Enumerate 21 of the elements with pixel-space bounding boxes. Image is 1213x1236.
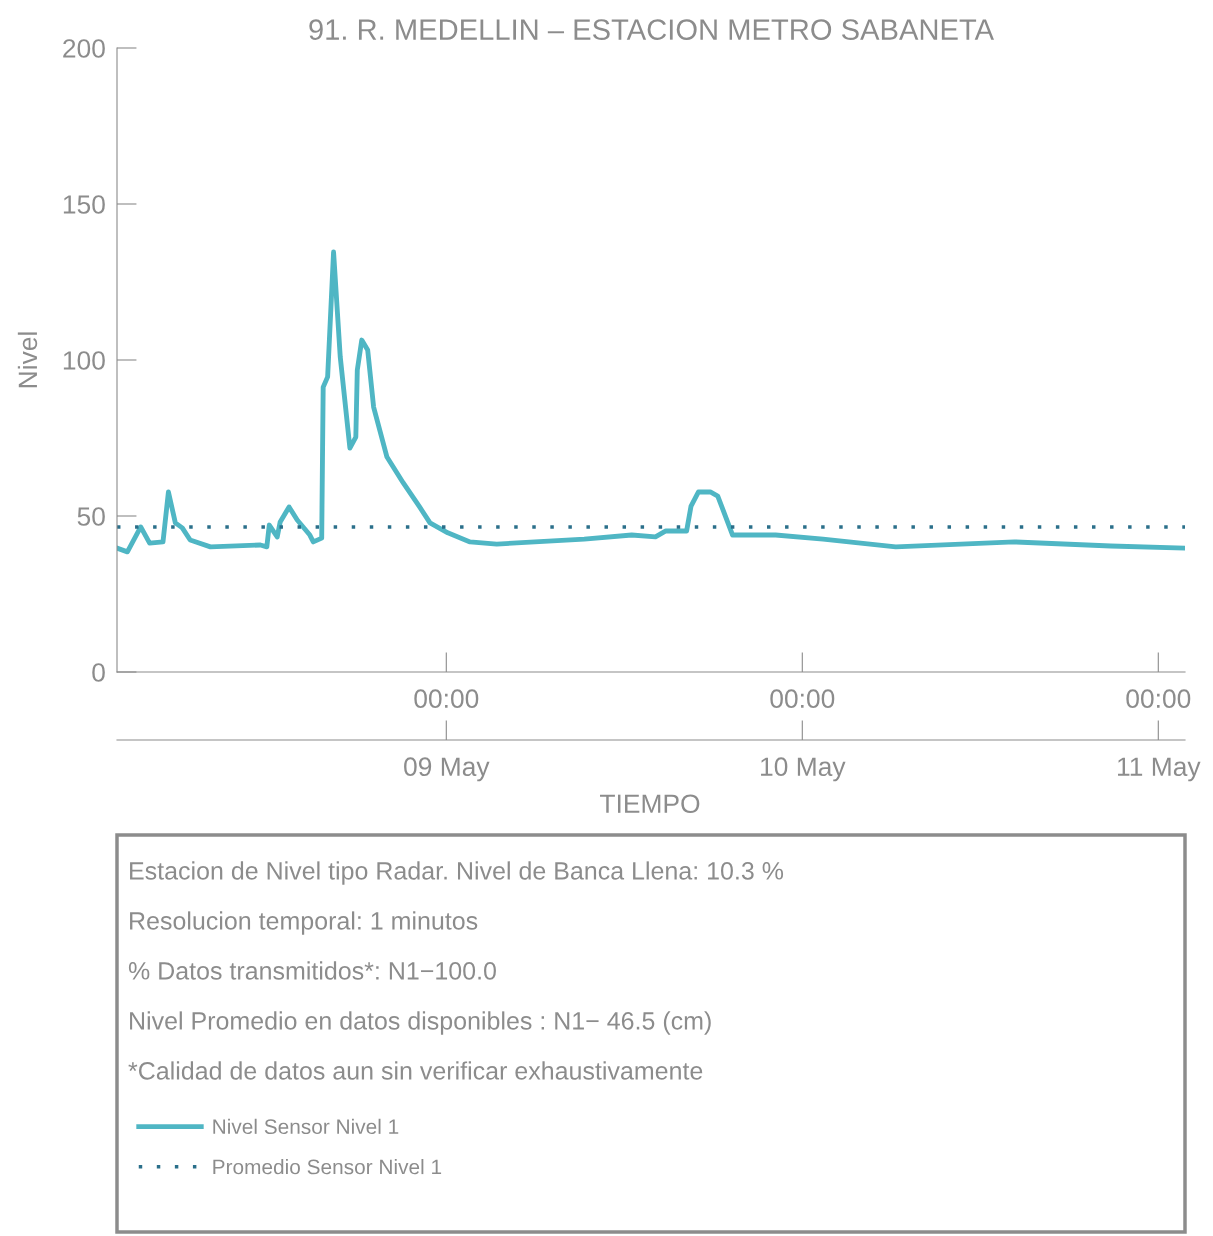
x-tick-label: 00:00 bbox=[1126, 689, 1191, 709]
text: % Datos transmitidos*: N1−100.0 bbox=[128, 961, 496, 980]
legend-label: Nivel Sensor Nivel 1 bbox=[213, 1118, 399, 1135]
chart-title: 91. R. MEDELLIN – ESTACION METRO SABANETA bbox=[309, 19, 995, 40]
text: Estacion de Nivel tipo Radar. Nivel de Banca Llena: 10.3 % bbox=[130, 861, 784, 885]
x-tick-label: 00:00 bbox=[770, 689, 835, 709]
x-tick-label: 00:00 bbox=[414, 689, 479, 709]
x2-tick-label: 09 May bbox=[404, 757, 490, 782]
y-axis-title: Nivel bbox=[17, 332, 38, 388]
y-tick-label: 50 bbox=[77, 507, 105, 526]
x2-tick-label: 11 May bbox=[1118, 757, 1201, 782]
y-tick-label: 200 bbox=[63, 39, 105, 58]
y-tick-label: 150 bbox=[63, 195, 105, 214]
y-tick-label: 0 bbox=[92, 663, 105, 682]
text: Nivel Promedio en datos disponibles : N1− 46.5 (cm) bbox=[130, 1011, 711, 1035]
x2-tick-label: 10 May bbox=[761, 757, 846, 782]
x-axis-title: TIEMPO bbox=[600, 794, 700, 814]
text: *Calidad de datos aun sin verificar exhaustivamente bbox=[128, 1061, 703, 1080]
y-tick-label: 100 bbox=[63, 351, 105, 370]
legend-label: Promedio Sensor Nivel 1 bbox=[213, 1159, 442, 1175]
text: Resolucion temporal: 1 minutos bbox=[130, 911, 478, 935]
